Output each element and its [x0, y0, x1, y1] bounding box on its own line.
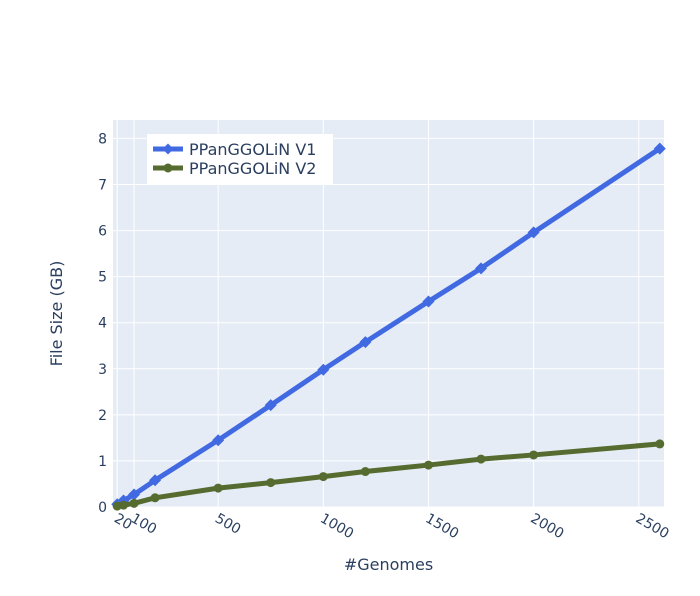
legend[interactable]: PPanGGOLiN V1 PPanGGOLiN V2	[147, 134, 333, 184]
x-tick-label: 100	[128, 511, 159, 538]
y-tick-label: 4	[98, 316, 107, 332]
x-tick-label: 500	[212, 511, 243, 538]
y-axis-title: File Size (GB)	[47, 261, 66, 367]
y-tick-label: 0	[98, 500, 107, 516]
data-point[interactable]	[128, 488, 141, 501]
data-point[interactable]	[423, 460, 433, 470]
data-point[interactable]	[653, 142, 666, 155]
data-point[interactable]	[476, 454, 486, 464]
data-point[interactable]	[527, 226, 540, 239]
legend-background	[147, 134, 333, 184]
series-1	[111, 142, 666, 511]
x-tick-label: 20	[111, 511, 134, 534]
y-tick-label: 2	[98, 408, 107, 424]
y-axis-ticks: 0 1 2 3 4 5 6 7 8	[98, 131, 107, 516]
legend-marker-v1	[162, 143, 174, 155]
data-point[interactable]	[318, 472, 328, 482]
data-point[interactable]	[360, 467, 370, 477]
x-tick-label: 1500	[422, 511, 461, 543]
legend-item-v1[interactable]: PPanGGOLiN V1	[153, 140, 316, 159]
data-point[interactable]	[264, 399, 277, 412]
x-tick-label: 2500	[633, 511, 672, 543]
data-point[interactable]	[119, 500, 129, 510]
y-tick-label: 3	[98, 362, 107, 378]
data-point[interactable]	[150, 493, 160, 503]
data-point[interactable]	[359, 336, 372, 349]
data-point[interactable]	[422, 295, 435, 308]
data-point[interactable]	[266, 478, 276, 488]
y-tick-label: 7	[98, 178, 107, 194]
x-tick-label: 2000	[528, 511, 567, 543]
x-tick-label: 1000	[317, 511, 356, 543]
data-point[interactable]	[529, 450, 539, 460]
x-axis-title: #Genomes	[344, 555, 433, 574]
series-layer	[111, 142, 666, 511]
data-point[interactable]	[317, 363, 330, 376]
data-point[interactable]	[475, 262, 488, 275]
data-point[interactable]	[129, 498, 139, 508]
legend-label-v1: PPanGGOLiN V1	[189, 140, 316, 159]
data-point[interactable]	[213, 483, 223, 493]
legend-label-v2: PPanGGOLiN V2	[189, 159, 316, 178]
data-point[interactable]	[655, 439, 665, 449]
legend-item-v2[interactable]: PPanGGOLiN V2	[153, 159, 316, 178]
y-tick-label: 5	[98, 270, 107, 286]
y-tick-label: 8	[98, 131, 107, 147]
data-point[interactable]	[149, 474, 162, 487]
y-tick-label: 6	[98, 224, 107, 240]
legend-marker-v2	[163, 163, 173, 173]
data-point[interactable]	[212, 434, 225, 447]
y-tick-label: 1	[98, 454, 107, 470]
series-2	[112, 439, 665, 511]
